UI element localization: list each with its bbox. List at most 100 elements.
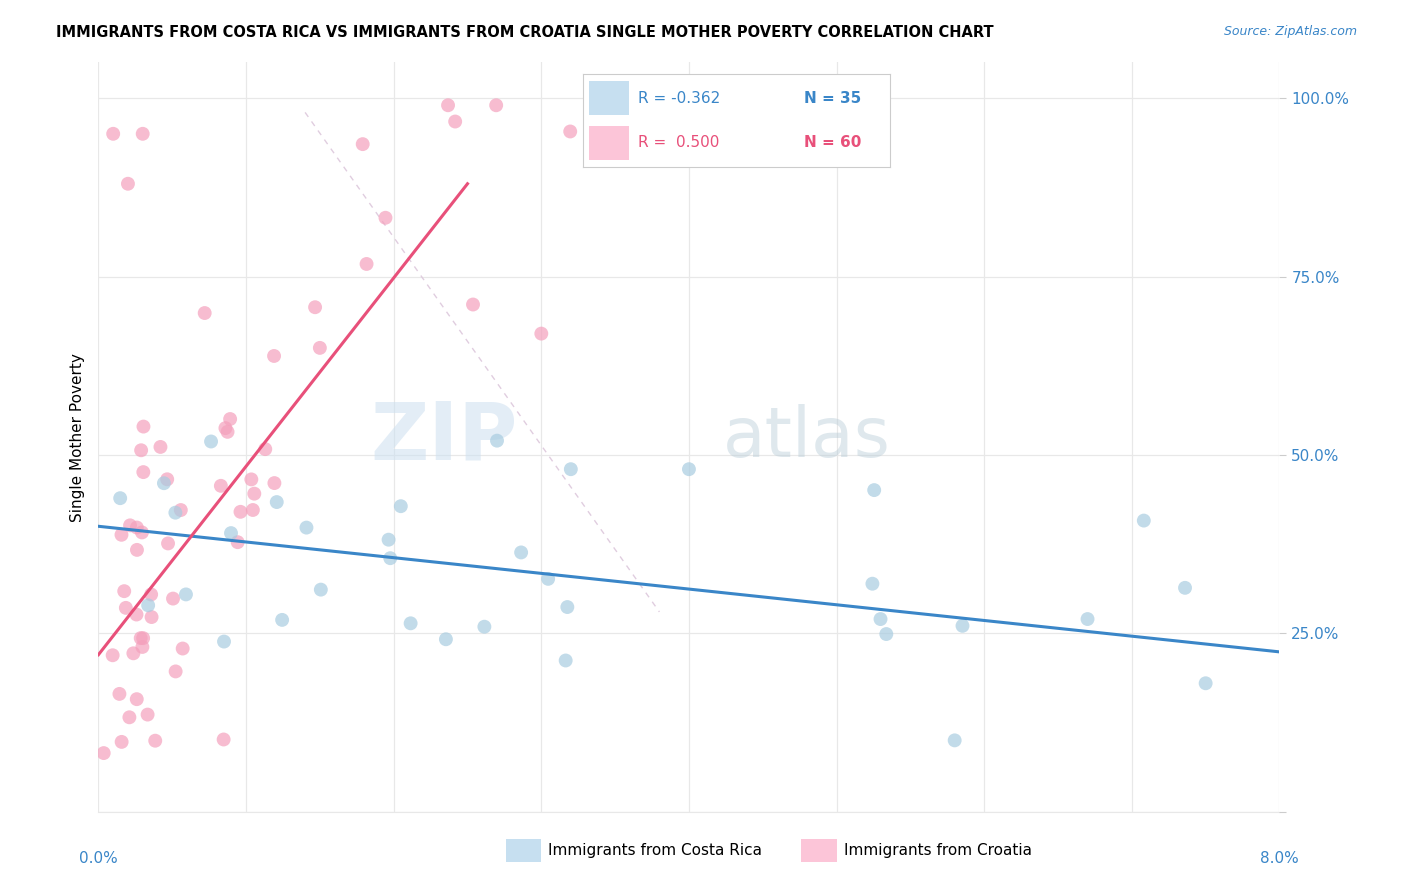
Y-axis label: Single Mother Poverty: Single Mother Poverty (69, 352, 84, 522)
Point (141, 610, 163, 624)
Point (165, 665, 187, 679)
Point (1195, 676, 1218, 690)
Point (112, 584, 135, 599)
Point (108, 687, 131, 701)
Point (678, 462, 700, 476)
Text: IMMIGRANTS FROM COSTA RICA VS IMMIGRANTS FROM CROATIA SINGLE MOTHER POVERTY CORR: IMMIGRANTS FROM COSTA RICA VS IMMIGRANTS… (56, 25, 994, 40)
Point (157, 536, 180, 550)
Point (111, 735, 134, 749)
Point (115, 600, 138, 615)
Point (510, 545, 533, 559)
Point (165, 506, 187, 520)
Point (125, 542, 148, 557)
Point (271, 613, 294, 627)
Point (129, 631, 152, 645)
Point (129, 443, 152, 458)
Text: ZIP: ZIP (370, 398, 517, 476)
Text: Immigrants from Croatia: Immigrants from Croatia (844, 844, 1032, 858)
Point (219, 526, 242, 541)
Point (242, 503, 264, 517)
Point (266, 495, 288, 509)
Point (309, 582, 332, 597)
Point (132, 419, 155, 434)
Point (304, 300, 326, 314)
Point (120, 518, 142, 533)
Point (103, 127, 125, 141)
Point (162, 591, 184, 606)
Point (1077, 612, 1099, 626)
Point (131, 525, 153, 540)
Text: Source: ZipAtlas.com: Source: ZipAtlas.com (1223, 25, 1357, 38)
Point (389, 499, 412, 513)
Point (399, 616, 422, 631)
Point (149, 440, 172, 454)
Point (263, 476, 285, 491)
Point (860, 576, 883, 591)
Point (132, 465, 155, 479)
Point (943, 733, 966, 747)
Point (200, 434, 222, 449)
Point (172, 641, 194, 656)
Point (194, 306, 217, 320)
Point (374, 211, 396, 225)
Point (174, 587, 197, 601)
Point (309, 341, 332, 355)
Point (263, 349, 285, 363)
Point (125, 607, 148, 622)
Point (170, 503, 193, 517)
Point (122, 646, 145, 660)
Point (101, 648, 124, 663)
Point (136, 707, 159, 722)
Point (212, 634, 235, 648)
Text: atlas: atlas (723, 403, 891, 471)
Point (139, 587, 162, 601)
Point (356, 257, 378, 271)
Point (461, 297, 484, 311)
Point (863, 483, 886, 497)
Text: 8.0%: 8.0% (1260, 851, 1299, 865)
Point (110, 528, 132, 542)
Point (243, 486, 266, 500)
Point (530, 326, 553, 341)
Point (437, 98, 460, 112)
Point (132, 127, 155, 141)
Point (132, 631, 155, 645)
Point (229, 505, 252, 519)
Point (153, 476, 176, 491)
Text: 0.0%: 0.0% (79, 851, 118, 865)
Point (217, 425, 239, 439)
Point (219, 412, 242, 426)
Point (1133, 514, 1156, 528)
Point (869, 612, 891, 626)
Point (156, 472, 179, 486)
Point (486, 434, 509, 448)
Point (131, 640, 153, 654)
Point (537, 572, 560, 586)
Point (214, 421, 236, 435)
Point (295, 520, 318, 534)
Point (380, 551, 402, 566)
Point (118, 710, 141, 724)
Point (352, 137, 374, 152)
Point (444, 114, 467, 128)
Point (485, 98, 508, 112)
Point (1174, 581, 1197, 595)
Point (125, 692, 148, 706)
Point (474, 620, 496, 634)
Point (377, 533, 399, 547)
Point (254, 442, 277, 457)
Point (108, 491, 131, 505)
Point (209, 479, 232, 493)
Point (136, 599, 159, 613)
Point (212, 732, 235, 747)
Point (117, 177, 139, 191)
Point (226, 535, 249, 549)
Point (434, 632, 457, 647)
Point (875, 627, 897, 641)
Point (240, 472, 263, 486)
Point (143, 733, 166, 747)
Point (93, 746, 115, 760)
Point (560, 462, 582, 476)
Point (557, 600, 579, 615)
Point (125, 520, 148, 534)
